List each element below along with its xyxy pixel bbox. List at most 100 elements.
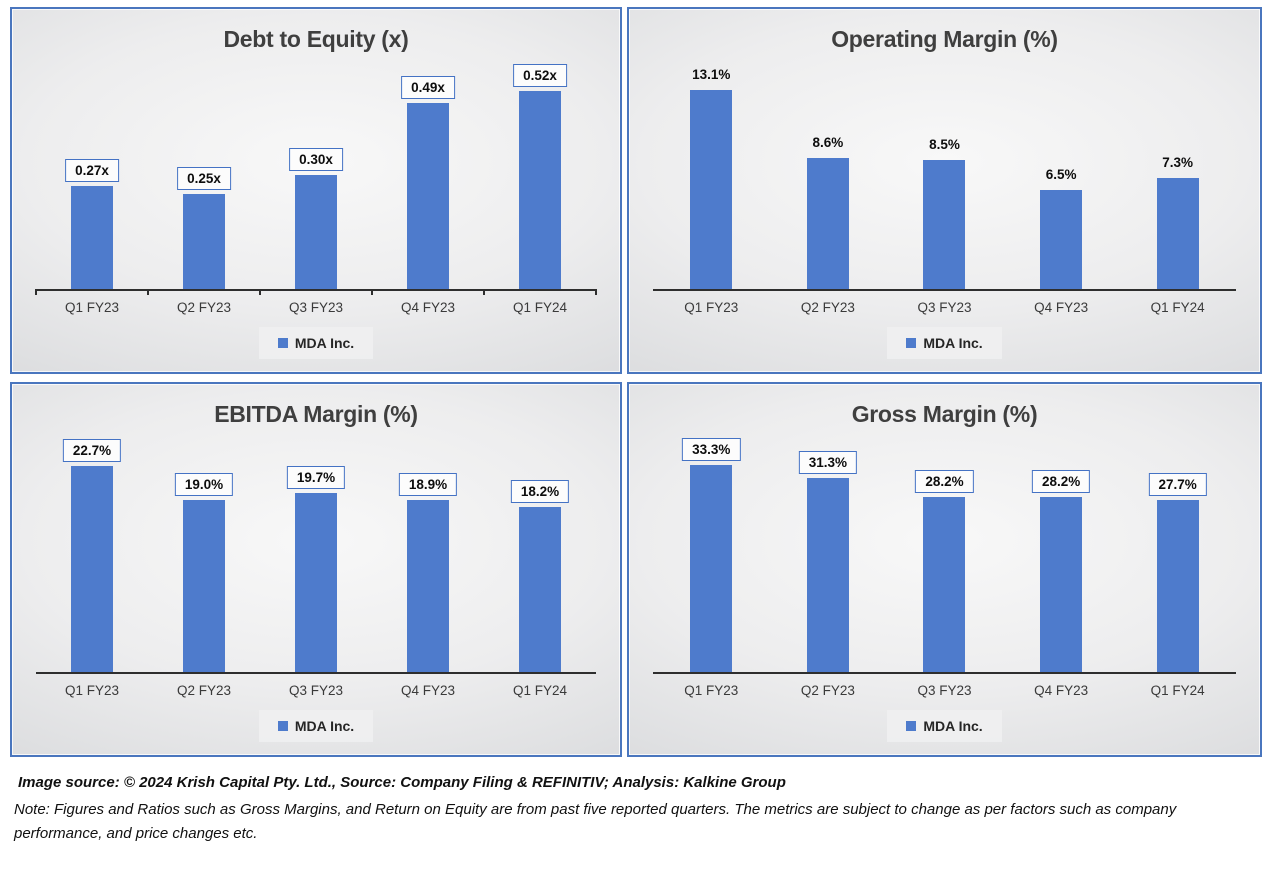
bar-slot: 28.2% — [886, 436, 1003, 672]
category-label: Q1 FY24 — [1150, 683, 1205, 698]
bar — [1040, 190, 1083, 289]
bar-slot: 7.3% — [1119, 61, 1236, 289]
category-label: Q2 FY23 — [800, 683, 855, 698]
data-label: 22.7% — [62, 438, 122, 462]
category-label: Q2 FY23 — [176, 683, 232, 698]
bar-slot: 22.7% — [36, 436, 148, 672]
legend-swatch-icon — [906, 721, 917, 731]
bar-slot: 18.2% — [484, 436, 596, 672]
legend-label: MDA Inc. — [294, 335, 355, 351]
bar-slot: 27.7% — [1119, 436, 1236, 672]
bar — [519, 506, 561, 672]
axis-tick — [35, 289, 37, 295]
bar-slot: 0.49x — [372, 61, 484, 289]
data-label: 13.1% — [692, 66, 731, 82]
chart-title: Debt to Equity (x) — [223, 26, 409, 52]
plot-area: 0.27x 0.25x 0.30x 0.49x 0.52x — [35, 61, 597, 295]
data-label: 33.3% — [682, 438, 741, 462]
bar — [71, 186, 113, 289]
category-label: Q1 FY24 — [1150, 300, 1205, 315]
bar-slot: 13.1% — [653, 61, 770, 289]
legend-swatch-icon — [906, 338, 917, 348]
data-label: 8.5% — [929, 136, 960, 152]
legend-label: MDA Inc. — [923, 718, 983, 734]
legend-row: MDA Inc. — [629, 710, 1260, 742]
data-label: 18.9% — [398, 473, 458, 497]
data-label: 0.30x — [289, 148, 343, 171]
data-label: 28.2% — [1031, 469, 1091, 493]
data-label: 0.52x — [513, 64, 567, 88]
data-label: 28.2% — [915, 469, 974, 493]
data-label: 18.2% — [510, 479, 570, 503]
chart-panel-debt-to-equity: Debt to Equity (x) 0.27x 0.25x 0.30x 0.49x 0… — [10, 7, 622, 374]
legend: MDA Inc. — [258, 327, 374, 359]
data-label: 19.0% — [174, 472, 234, 496]
bar — [806, 158, 849, 289]
legend-row: MDA Inc. — [12, 327, 620, 359]
bar — [183, 194, 225, 289]
bar — [71, 465, 113, 672]
legend-row: MDA Inc. — [12, 710, 620, 742]
category-label: Q2 FY23 — [800, 300, 855, 315]
bar — [923, 159, 966, 289]
footer: Image source: © 2024 Krish Capital Pty. … — [14, 774, 1254, 846]
category-label: Q4 FY23 — [1034, 683, 1089, 698]
data-label: 8.6% — [812, 135, 844, 151]
category-axis: Q1 FY23 Q2 FY23 Q3 FY23 Q4 FY23 Q1 FY24 — [653, 291, 1236, 315]
bar-slot: 31.3% — [770, 436, 887, 672]
bar-slot: 33.3% — [653, 436, 770, 672]
chart-panel-operating-margin: Operating Margin (%) 13.1% 8.6% 8.5% 6.5% 7.… — [627, 7, 1262, 374]
bar-slot: 6.5% — [1003, 61, 1120, 289]
bar — [183, 499, 225, 672]
legend-label: MDA Inc. — [923, 335, 983, 351]
bar — [690, 465, 733, 672]
axis-tick — [483, 289, 485, 295]
category-label: Q3 FY23 — [917, 300, 972, 315]
bar — [519, 91, 561, 289]
category-label: Q1 FY24 — [512, 300, 568, 315]
footer-note-line: Note: Figures and Ratios such as Gross M… — [14, 801, 1177, 842]
data-label: 31.3% — [798, 450, 858, 474]
bar — [1156, 178, 1199, 289]
category-label: Q1 FY23 — [684, 683, 739, 698]
bar — [690, 89, 733, 289]
bar — [295, 175, 337, 289]
data-label: 0.49x — [401, 75, 455, 99]
legend-label: MDA Inc. — [294, 718, 355, 734]
axis-tick — [371, 289, 373, 295]
legend-swatch-icon — [277, 338, 288, 348]
data-label: 19.7% — [286, 466, 346, 490]
bar-slot: 28.2% — [1003, 436, 1120, 672]
bar — [1156, 499, 1199, 672]
category-label: Q4 FY23 — [400, 300, 456, 315]
bar-slot: 19.0% — [148, 436, 260, 672]
bar-slot: 18.9% — [372, 436, 484, 672]
bar-slot: 8.5% — [886, 61, 1003, 289]
chart-title: EBITDA Margin (%) — [214, 401, 418, 427]
legend: MDA Inc. — [887, 327, 1002, 359]
category-label: Q4 FY23 — [400, 683, 456, 698]
data-label: 0.25x — [177, 167, 231, 190]
plot-area: 33.3% 31.3% 28.2% 28.2% 27.7% — [653, 436, 1236, 674]
chart-panel-gross-margin: Gross Margin (%) 33.3% 31.3% 28.2% 28.2% 27.… — [627, 382, 1262, 757]
bar — [407, 500, 449, 672]
data-label: 0.27x — [65, 159, 119, 183]
axis-tick — [595, 289, 597, 295]
data-label: 7.3% — [1162, 155, 1194, 171]
category-label: Q1 FY23 — [64, 300, 120, 315]
category-label: Q4 FY23 — [1034, 300, 1089, 315]
bar-slot: 0.52x — [484, 61, 596, 289]
category-axis: Q1 FY23 Q2 FY23 Q3 FY23 Q4 FY23 Q1 FY24 — [653, 674, 1236, 698]
legend: MDA Inc. — [258, 710, 374, 742]
legend-row: MDA Inc. — [629, 327, 1260, 359]
axis-tick — [259, 289, 261, 295]
category-axis: Q1 FY23 Q2 FY23 Q3 FY23 Q4 FY23 Q1 FY24 — [36, 291, 596, 315]
data-label: 6.5% — [1045, 167, 1077, 183]
category-label: Q2 FY23 — [176, 300, 232, 315]
category-label: Q1 FY24 — [512, 683, 568, 698]
chart-title: Gross Margin (%) — [851, 401, 1038, 427]
plot-area: 13.1% 8.6% 8.5% 6.5% 7.3% — [653, 61, 1236, 291]
axis-tick — [147, 289, 149, 295]
bar-slot: 0.25x — [148, 61, 260, 289]
category-label: Q3 FY23 — [917, 683, 972, 698]
